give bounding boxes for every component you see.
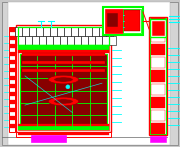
Bar — [18, 45, 109, 50]
Bar — [81, 36, 88, 45]
Bar — [91, 27, 98, 36]
Bar — [18, 27, 109, 45]
Bar — [151, 97, 165, 108]
Bar — [20, 54, 107, 127]
Bar — [95, 36, 102, 45]
Bar — [102, 36, 109, 45]
Bar — [16, 132, 111, 137]
Bar — [42, 27, 50, 36]
Bar — [28, 27, 35, 36]
Bar — [10, 76, 15, 80]
Bar — [10, 68, 15, 72]
Bar — [18, 50, 109, 53]
Bar — [151, 57, 165, 69]
Bar — [16, 25, 111, 132]
Bar — [10, 44, 15, 48]
Bar — [151, 44, 165, 55]
Ellipse shape — [54, 77, 73, 82]
Bar — [149, 17, 167, 135]
Bar — [39, 36, 46, 45]
Bar — [10, 116, 15, 120]
Bar — [151, 123, 165, 134]
Circle shape — [66, 85, 70, 89]
Bar — [22, 53, 105, 56]
Bar — [10, 108, 15, 112]
Bar — [10, 52, 15, 56]
Bar — [32, 36, 39, 45]
Bar — [31, 135, 66, 142]
Bar — [46, 36, 53, 45]
Bar — [151, 70, 165, 82]
Bar — [10, 84, 15, 88]
Bar — [123, 9, 141, 33]
Bar — [151, 31, 165, 42]
Bar — [10, 28, 15, 32]
Bar — [67, 36, 74, 45]
Bar — [9, 27, 15, 132]
Bar — [10, 36, 15, 40]
Ellipse shape — [54, 99, 73, 104]
Bar — [18, 133, 109, 135]
Bar — [151, 18, 165, 29]
Ellipse shape — [48, 97, 79, 106]
Bar — [71, 27, 78, 36]
Bar — [151, 83, 165, 95]
Bar — [57, 27, 64, 36]
Bar — [150, 18, 166, 134]
Bar — [109, 36, 116, 45]
Bar — [105, 27, 112, 36]
Bar — [18, 36, 25, 45]
Bar — [150, 136, 166, 142]
Bar — [35, 27, 42, 36]
Bar — [50, 27, 57, 36]
Bar — [64, 27, 71, 36]
Bar — [53, 36, 60, 45]
Bar — [150, 19, 166, 37]
Ellipse shape — [48, 75, 79, 84]
Bar — [18, 126, 109, 130]
Bar — [78, 27, 84, 36]
Bar — [15, 27, 21, 36]
Bar — [18, 27, 109, 130]
Bar — [105, 9, 123, 33]
Bar — [18, 124, 109, 126]
Bar — [107, 13, 118, 27]
Bar — [22, 61, 105, 64]
Bar — [21, 27, 28, 36]
Bar — [18, 27, 109, 45]
Bar — [10, 92, 15, 96]
Bar — [152, 21, 164, 35]
Bar — [103, 7, 143, 35]
Bar — [10, 100, 15, 104]
Bar — [151, 110, 165, 121]
Bar — [22, 69, 105, 72]
Bar — [25, 36, 32, 45]
Bar — [88, 36, 95, 45]
Bar — [74, 36, 81, 45]
Bar — [10, 60, 15, 64]
Bar — [20, 54, 107, 127]
Bar — [84, 27, 91, 36]
Bar — [98, 27, 105, 36]
Bar — [60, 36, 67, 45]
Bar — [124, 10, 140, 31]
Bar — [10, 124, 15, 128]
